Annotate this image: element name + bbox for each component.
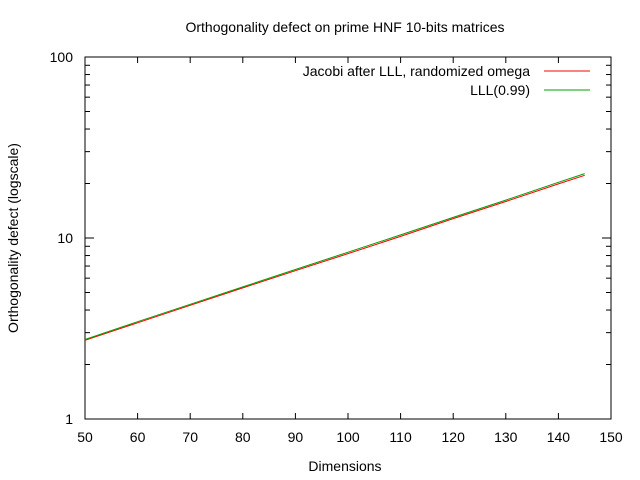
chart-title: Orthogonality defect on prime HNF 10-bit…	[185, 19, 504, 35]
x-tick-label: 60	[130, 429, 146, 445]
x-axis: 50 60 70 80 90 100 110 120 130 140 150	[77, 57, 623, 445]
x-tick-label: 90	[288, 429, 304, 445]
x-tick-label: 140	[547, 429, 571, 445]
y-axis: 1 10 100	[50, 49, 611, 427]
x-tick-label: 100	[336, 429, 360, 445]
legend-label: Jacobi after LLL, randomized omega	[303, 63, 530, 79]
y-tick-label: 100	[50, 49, 74, 65]
legend: Jacobi after LLL, randomized omega LLL(0.…	[303, 63, 590, 98]
y-tick-label: 10	[57, 230, 73, 246]
series-line-1	[84, 174, 585, 341]
y-tick-label: 1	[65, 411, 73, 427]
x-tick-label: 120	[442, 429, 466, 445]
y-axis-label: Orthogonality defect (logscale)	[5, 143, 21, 333]
x-axis-label: Dimensions	[308, 458, 381, 474]
x-tick-label: 50	[77, 429, 93, 445]
series-layer	[84, 173, 585, 341]
plot-frame	[84, 56, 612, 420]
x-tick-label: 110	[389, 429, 412, 445]
x-tick-label: 80	[235, 429, 251, 445]
x-tick-label: 70	[182, 429, 198, 445]
x-tick-label: 150	[599, 429, 623, 445]
legend-label: LLL(0.99)	[470, 82, 530, 98]
series-line-2	[84, 173, 585, 340]
x-tick-label: 130	[494, 429, 518, 445]
